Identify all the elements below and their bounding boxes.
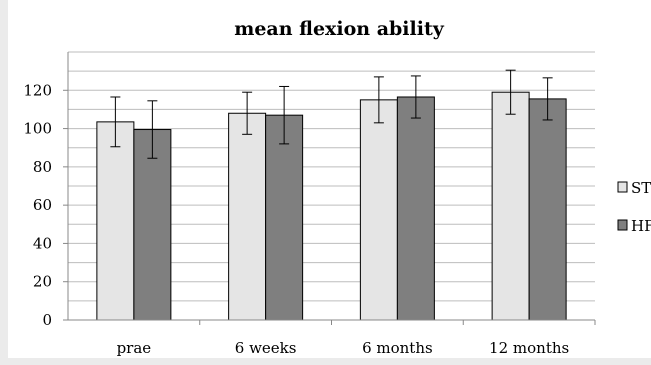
x-tick-label: 6 months [362, 339, 433, 357]
legend-label-st: ST [631, 179, 651, 197]
y-tick-label: 20 [33, 273, 52, 291]
error-bars [110, 69, 553, 159]
legend-label-hf: HF [631, 217, 651, 235]
bar-st [491, 91, 530, 321]
bar-hf [528, 98, 567, 321]
x-tick-label: prae [117, 339, 152, 357]
bar-st [359, 99, 398, 321]
bar-hf [133, 129, 172, 321]
bar-hf [265, 114, 304, 321]
y-tick-label: 40 [33, 234, 52, 252]
bar-hf [396, 96, 435, 321]
bar-st [96, 121, 135, 321]
chart-frame: mean flexion ability 0 20 40 60 80 100 120 pra… [8, 0, 651, 358]
y-tick-label: 120 [23, 81, 52, 99]
bar-st [228, 112, 267, 321]
x-tick-label: 6 weeks [235, 339, 297, 357]
y-tick-label: 60 [33, 196, 52, 214]
legend-swatch-st [617, 181, 628, 193]
legend-swatch-hf [617, 219, 628, 231]
y-tick-labels: 0 20 40 60 80 100 120 [23, 81, 52, 329]
x-tick-label: 12 months [489, 339, 569, 357]
chart-title: mean flexion ability [234, 18, 445, 40]
y-tick-label: 80 [33, 158, 52, 176]
axes [63, 52, 596, 325]
bar-chart: mean flexion ability 0 20 40 60 80 100 120 pra… [23, 18, 651, 357]
x-tick-labels: prae 6 weeks 6 months 12 months [117, 339, 570, 357]
bars [96, 91, 567, 321]
y-tick-label: 100 [23, 120, 52, 138]
y-tick-label: 0 [42, 311, 52, 329]
legend: ST HF [617, 179, 651, 235]
